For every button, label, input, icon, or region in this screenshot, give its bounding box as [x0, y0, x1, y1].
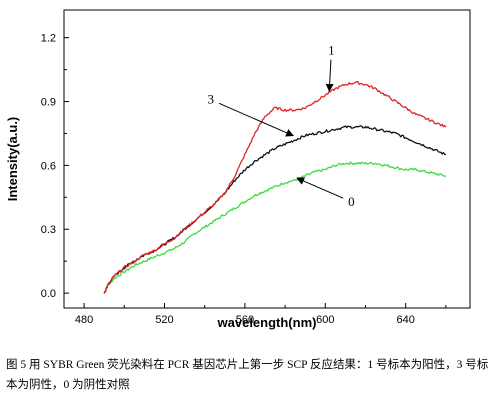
- x-tick-label: 560: [236, 314, 254, 326]
- chart: 480 520 560 600 640 0.0 0.3 0.6 0.9 1.2 1 3 0 wave…: [5, 9, 471, 330]
- x-axis: 480 520 560 600 640: [75, 303, 447, 326]
- x-tick-label: 640: [397, 314, 415, 326]
- series-line-0: [103, 161, 446, 294]
- x-tick-label: 600: [316, 314, 334, 326]
- annotations: 1 3 0: [207, 43, 354, 209]
- annotation-label-1: 1: [328, 43, 335, 58]
- y-tick-label: 0.9: [41, 97, 56, 109]
- series-line-3: [103, 125, 447, 294]
- y-tick-label: 0.0: [41, 288, 56, 300]
- y-tick-label: 0.3: [41, 224, 56, 236]
- annotation-label-3: 3: [207, 92, 214, 107]
- x-tick-label: 520: [155, 314, 173, 326]
- plot-frame: [63, 9, 471, 309]
- annotation-arrow-1: [325, 59, 334, 92]
- y-tick-label: 1.2: [41, 33, 56, 45]
- annotation-arrow-0: [296, 177, 344, 199]
- y-axis-title: Intensity(a.u.): [5, 117, 20, 202]
- y-tick-label: 0.6: [41, 160, 56, 172]
- annotation-arrow-3: [218, 102, 295, 137]
- x-axis-title: wavelength(nm): [217, 315, 317, 330]
- series-line-1: [103, 80, 447, 294]
- y-axis: 0.0 0.3 0.6 0.9 1.2: [41, 33, 69, 300]
- x-tick-label: 480: [75, 314, 93, 326]
- figure-caption: 图 5 用 SYBR Green 荧光染料在 PCR 基因芯片上第一步 SCP …: [6, 359, 489, 391]
- annotation-label-0: 0: [348, 194, 355, 209]
- series-layer: [103, 80, 447, 294]
